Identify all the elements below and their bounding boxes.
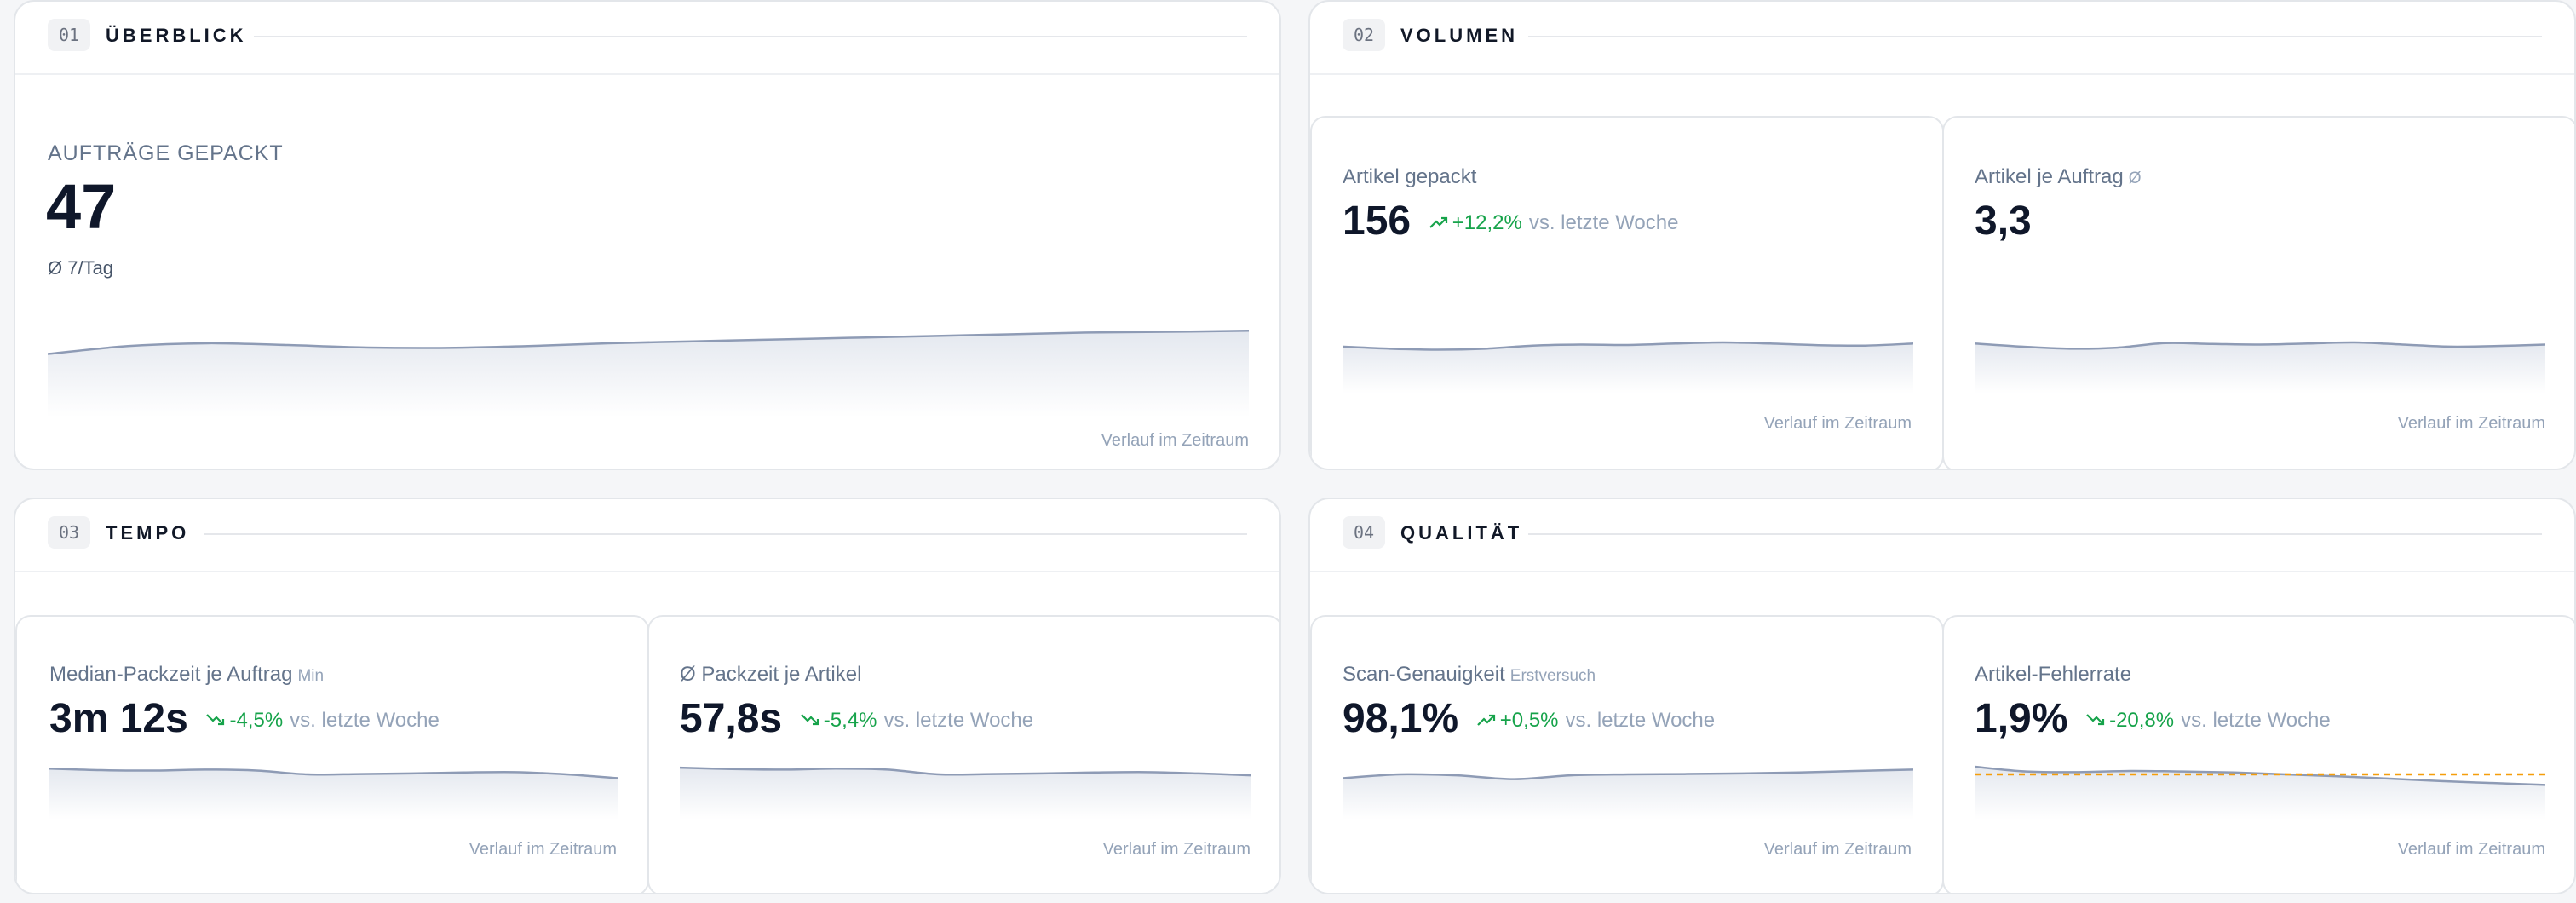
kpi-compare: vs. letzte Woche [2181, 709, 2331, 732]
sparkline-chart [1343, 341, 1913, 394]
section-tempo: 03 TEMPO Median-Packzeit je Auftrag Min 3… [14, 498, 1281, 894]
kpi-compare: vs. letzte Woche [1528, 211, 1679, 234]
section-ueberblick: 01 ÜBERBLICK AUFTRÄGE GEPACKT 47 Ø 7/Tag… [14, 0, 1281, 470]
trend-down-icon [801, 714, 819, 726]
kpi-sub: Erstversuch [1509, 667, 1596, 685]
sparkline-chart [1343, 768, 1913, 820]
kpi-compare: vs. letzte Woche [290, 709, 440, 732]
trend-down-icon [2086, 714, 2105, 726]
kpi-label: Artikel gepackt [1343, 165, 1477, 188]
kpi-card-packzeit-je-artikel: Ø Packzeit je Artikel 57,8s -5,4% vs. let… [647, 615, 1279, 893]
chart-footnote: Verlauf im Zeitraum [2397, 840, 2545, 859]
section-divider [204, 533, 1247, 535]
section-divider [254, 36, 1247, 37]
kpi-card-scan-genauigkeit: Scan-Genauigkeit Erstversuch 98,1% +0,5% v… [1310, 615, 1944, 893]
section-header: 02 VOLUMEN [1310, 2, 2574, 75]
kpi-sub: Min [297, 667, 325, 685]
kpi-card-artikel-je-auftrag: Artikel je Auftrag Ø 3,3 Verlauf im Zeitr… [1942, 116, 2574, 469]
kpi-label: Scan-Genauigkeit Erstversuch [1343, 663, 1596, 686]
sparkline-line [48, 330, 1249, 355]
section-qualitaet: 04 QUALITÄT Scan-Genauigkeit Erstversuch … [1308, 498, 2576, 894]
section-divider [1528, 533, 2542, 535]
kpi-value: 57,8s -5,4% vs. letzte Woche [680, 696, 1034, 741]
kpi-delta: -20,8% [2109, 709, 2175, 732]
sparkline-area [680, 768, 1251, 820]
sparkline-line [1343, 341, 1913, 351]
section-header: 04 QUALITÄT [1310, 499, 2574, 572]
section-title: ÜBERBLICK [106, 25, 247, 46]
kpi-card-artikel-fehlerrate: Artikel-Fehlerrate 1,9% -20,8% vs. letzte… [1942, 615, 2574, 893]
kpi-compare: vs. letzte Woche [883, 709, 1034, 732]
kpi-value: 47 [46, 171, 117, 242]
chart-footnote: Verlauf im Zeitraum [2397, 414, 2545, 433]
kpi-value: 3,3 [1975, 198, 2032, 244]
chart-footnote: Verlauf im Zeitraum [1763, 414, 1912, 433]
section-divider [1528, 36, 2542, 37]
kpi-value: 156 +12,2% vs. letzte Woche [1343, 198, 1679, 244]
sparkline-area [1975, 342, 2545, 394]
section-title: TEMPO [106, 522, 190, 544]
sparkline-line [1975, 341, 2545, 350]
sparkline-chart [680, 766, 1251, 820]
kpi-label: Ø Packzeit je Artikel [680, 663, 862, 686]
sparkline-chart [1975, 765, 2545, 820]
sparkline-chart [49, 768, 618, 820]
kpi-delta: +12,2% [1452, 211, 1522, 234]
sparkline-area [1975, 767, 2545, 820]
section-number: 04 [1343, 516, 1385, 549]
chart-footnote: Verlauf im Zeitraum [1763, 840, 1912, 859]
kpi-sub: Ø [2128, 170, 2142, 187]
sparkline-area [1343, 769, 1913, 820]
kpi-average: Ø 7/Tag [48, 257, 114, 279]
kpi-label: Artikel-Fehlerrate [1975, 663, 2132, 686]
chart-footnote: Verlauf im Zeitraum [469, 840, 617, 859]
section-number: 01 [48, 19, 90, 51]
kpi-compare: vs. letzte Woche [1565, 709, 1716, 732]
kpi-value: 1,9% -20,8% vs. letzte Woche [1975, 696, 2331, 741]
section-volumen: 02 VOLUMEN Artikel gepackt 156 +12,2% vs.… [1308, 0, 2576, 470]
sparkline-line [680, 766, 1251, 777]
kpi-delta: +0,5% [1499, 709, 1559, 732]
section-header: 03 TEMPO [15, 499, 1279, 572]
kpi-delta: -4,5% [229, 709, 284, 732]
sparkline-chart [1975, 341, 2545, 394]
kpi-value: 98,1% +0,5% vs. letzte Woche [1343, 696, 1716, 741]
section-number: 02 [1343, 19, 1385, 51]
sparkline-chart [48, 330, 1249, 417]
section-title: VOLUMEN [1400, 25, 1518, 46]
section-number: 03 [48, 516, 90, 549]
kpi-card-median-packzeit: Median-Packzeit je Auftrag Min 3m 12s -4,… [15, 615, 649, 893]
sparkline-line [1975, 765, 2545, 786]
trend-up-icon [1477, 714, 1495, 726]
chart-footnote: Verlauf im Zeitraum [1102, 840, 1251, 859]
kpi-label: AUFTRÄGE GEPACKT [48, 141, 284, 165]
section-title: QUALITÄT [1400, 522, 1523, 544]
kpi-delta: -5,4% [823, 709, 877, 732]
trend-up-icon [1429, 216, 1447, 228]
chart-footnote: Verlauf im Zeitraum [1101, 431, 1249, 450]
kpi-label: Artikel je Auftrag Ø [1975, 165, 2142, 188]
sparkline-area [1343, 342, 1913, 394]
trend-down-icon [206, 714, 225, 726]
kpi-value: 3m 12s -4,5% vs. letzte Woche [49, 696, 440, 741]
sparkline-area [49, 768, 618, 820]
sparkline-line [49, 768, 618, 779]
kpi-label: Median-Packzeit je Auftrag Min [49, 663, 325, 686]
section-header: 01 ÜBERBLICK [15, 2, 1279, 75]
kpi-card-artikel-gepackt: Artikel gepackt 156 +12,2% vs. letzte Woc… [1310, 116, 1944, 469]
sparkline-line [1343, 768, 1913, 780]
sparkline-area [48, 331, 1249, 417]
